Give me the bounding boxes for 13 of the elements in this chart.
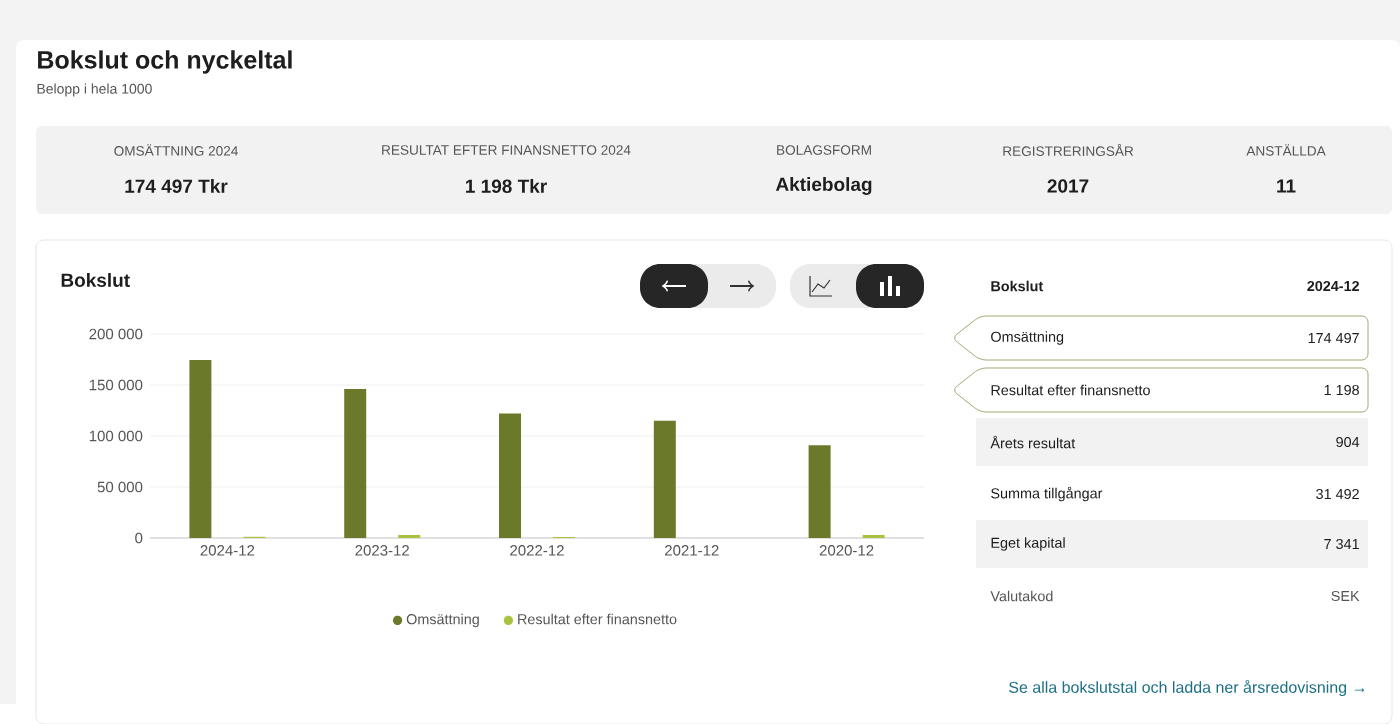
text: 2017 <box>1047 179 1089 193</box>
bar <box>653 420 676 538</box>
text: Bokslut och nyckeltal <box>38 50 292 74</box>
bar <box>808 445 831 538</box>
bar <box>499 413 522 538</box>
text: 11 <box>1277 179 1296 193</box>
chart-title: Bokslut <box>61 272 130 287</box>
text: Se alla bokslutstal och ladda ner årsredovisning → <box>1009 679 1365 696</box>
text: 174 497 Tkr <box>125 178 228 193</box>
bar <box>189 359 212 538</box>
text: Aktiebolag <box>775 176 872 195</box>
text: 1 198 Tkr <box>466 178 547 193</box>
bar <box>344 388 367 538</box>
